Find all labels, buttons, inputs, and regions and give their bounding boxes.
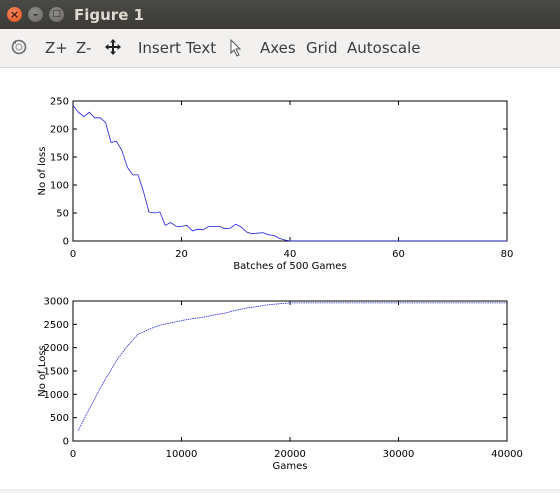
insert-text-button[interactable]: Insert Text: [138, 39, 217, 57]
pan-button[interactable]: [104, 38, 122, 60]
plot-frame-1: [72, 100, 508, 242]
x-tick-label: 20000: [274, 449, 306, 460]
y-tick-label: 500: [50, 413, 69, 424]
zoom-in-button[interactable]: Z+: [45, 39, 68, 57]
y-tick-label: 0: [63, 237, 69, 248]
minimize-icon: –: [32, 8, 39, 21]
maximize-icon: □: [52, 9, 61, 19]
x-tick-label: 60: [392, 249, 405, 260]
y-tick-label: 200: [50, 125, 69, 136]
y-axis-label: No of loss: [37, 147, 48, 196]
x-tick-label: 80: [501, 249, 514, 260]
x-tick-label: 40: [284, 249, 297, 260]
figure-toolbar: Z+ Z- Insert Text Axes Grid Autoscale: [0, 29, 560, 68]
plots-svg: 0 20 40 60 80 0 50 100 150 200 250 Batches of 500 G…: [37, 97, 523, 473]
close-window-button[interactable]: ×: [7, 7, 22, 22]
x-tick-label: 20: [175, 249, 188, 260]
plot-frame-2: [72, 300, 508, 442]
title-bar: × – □ Figure 1: [0, 0, 560, 29]
figure-canvas[interactable]: 0 20 40 60 80 0 50 100 150 200 250 Batches of 500 G…: [0, 68, 560, 489]
y-tick-label: 150: [50, 153, 69, 164]
maximize-window-button[interactable]: □: [49, 7, 64, 22]
y-tick-label: 1000: [44, 390, 69, 401]
grid-button[interactable]: Grid: [306, 39, 338, 57]
close-icon: ×: [9, 8, 20, 21]
series-line: [78, 302, 507, 431]
select-arrow-icon: [230, 38, 242, 57]
series-line: [72, 105, 507, 242]
x-tick-label: 30000: [383, 449, 415, 460]
y-tick-label: 100: [50, 181, 69, 192]
x-tick-label: 0: [70, 249, 76, 260]
rotate-icon: [11, 39, 27, 55]
rotate-button[interactable]: [10, 38, 28, 60]
select-button[interactable]: [229, 38, 243, 61]
minimize-window-button[interactable]: –: [28, 7, 43, 22]
y-tick-label: 50: [56, 209, 69, 220]
zoom-out-button[interactable]: Z-: [76, 39, 92, 57]
autoscale-button[interactable]: Autoscale: [347, 39, 421, 57]
window-title: Figure 1: [74, 6, 145, 24]
y-tick-label: 2000: [44, 343, 69, 354]
x-tick-label: 10000: [166, 449, 198, 460]
y-tick-label: 3000: [44, 297, 69, 308]
pan-icon: [105, 39, 121, 55]
x-tick-label: 0: [70, 449, 76, 460]
x-axis-label: Games: [273, 461, 308, 472]
x-axis-label: Batches of 500 Games: [233, 261, 346, 272]
y-tick-label: 2500: [44, 320, 69, 331]
y-tick-label: 1500: [44, 367, 69, 378]
y-tick-label: 0: [63, 437, 69, 448]
y-tick-label: 250: [50, 97, 69, 108]
axes-button[interactable]: Axes: [260, 39, 296, 57]
y-axis-label: No of Loss: [37, 345, 48, 397]
x-tick-label: 40000: [491, 449, 523, 460]
